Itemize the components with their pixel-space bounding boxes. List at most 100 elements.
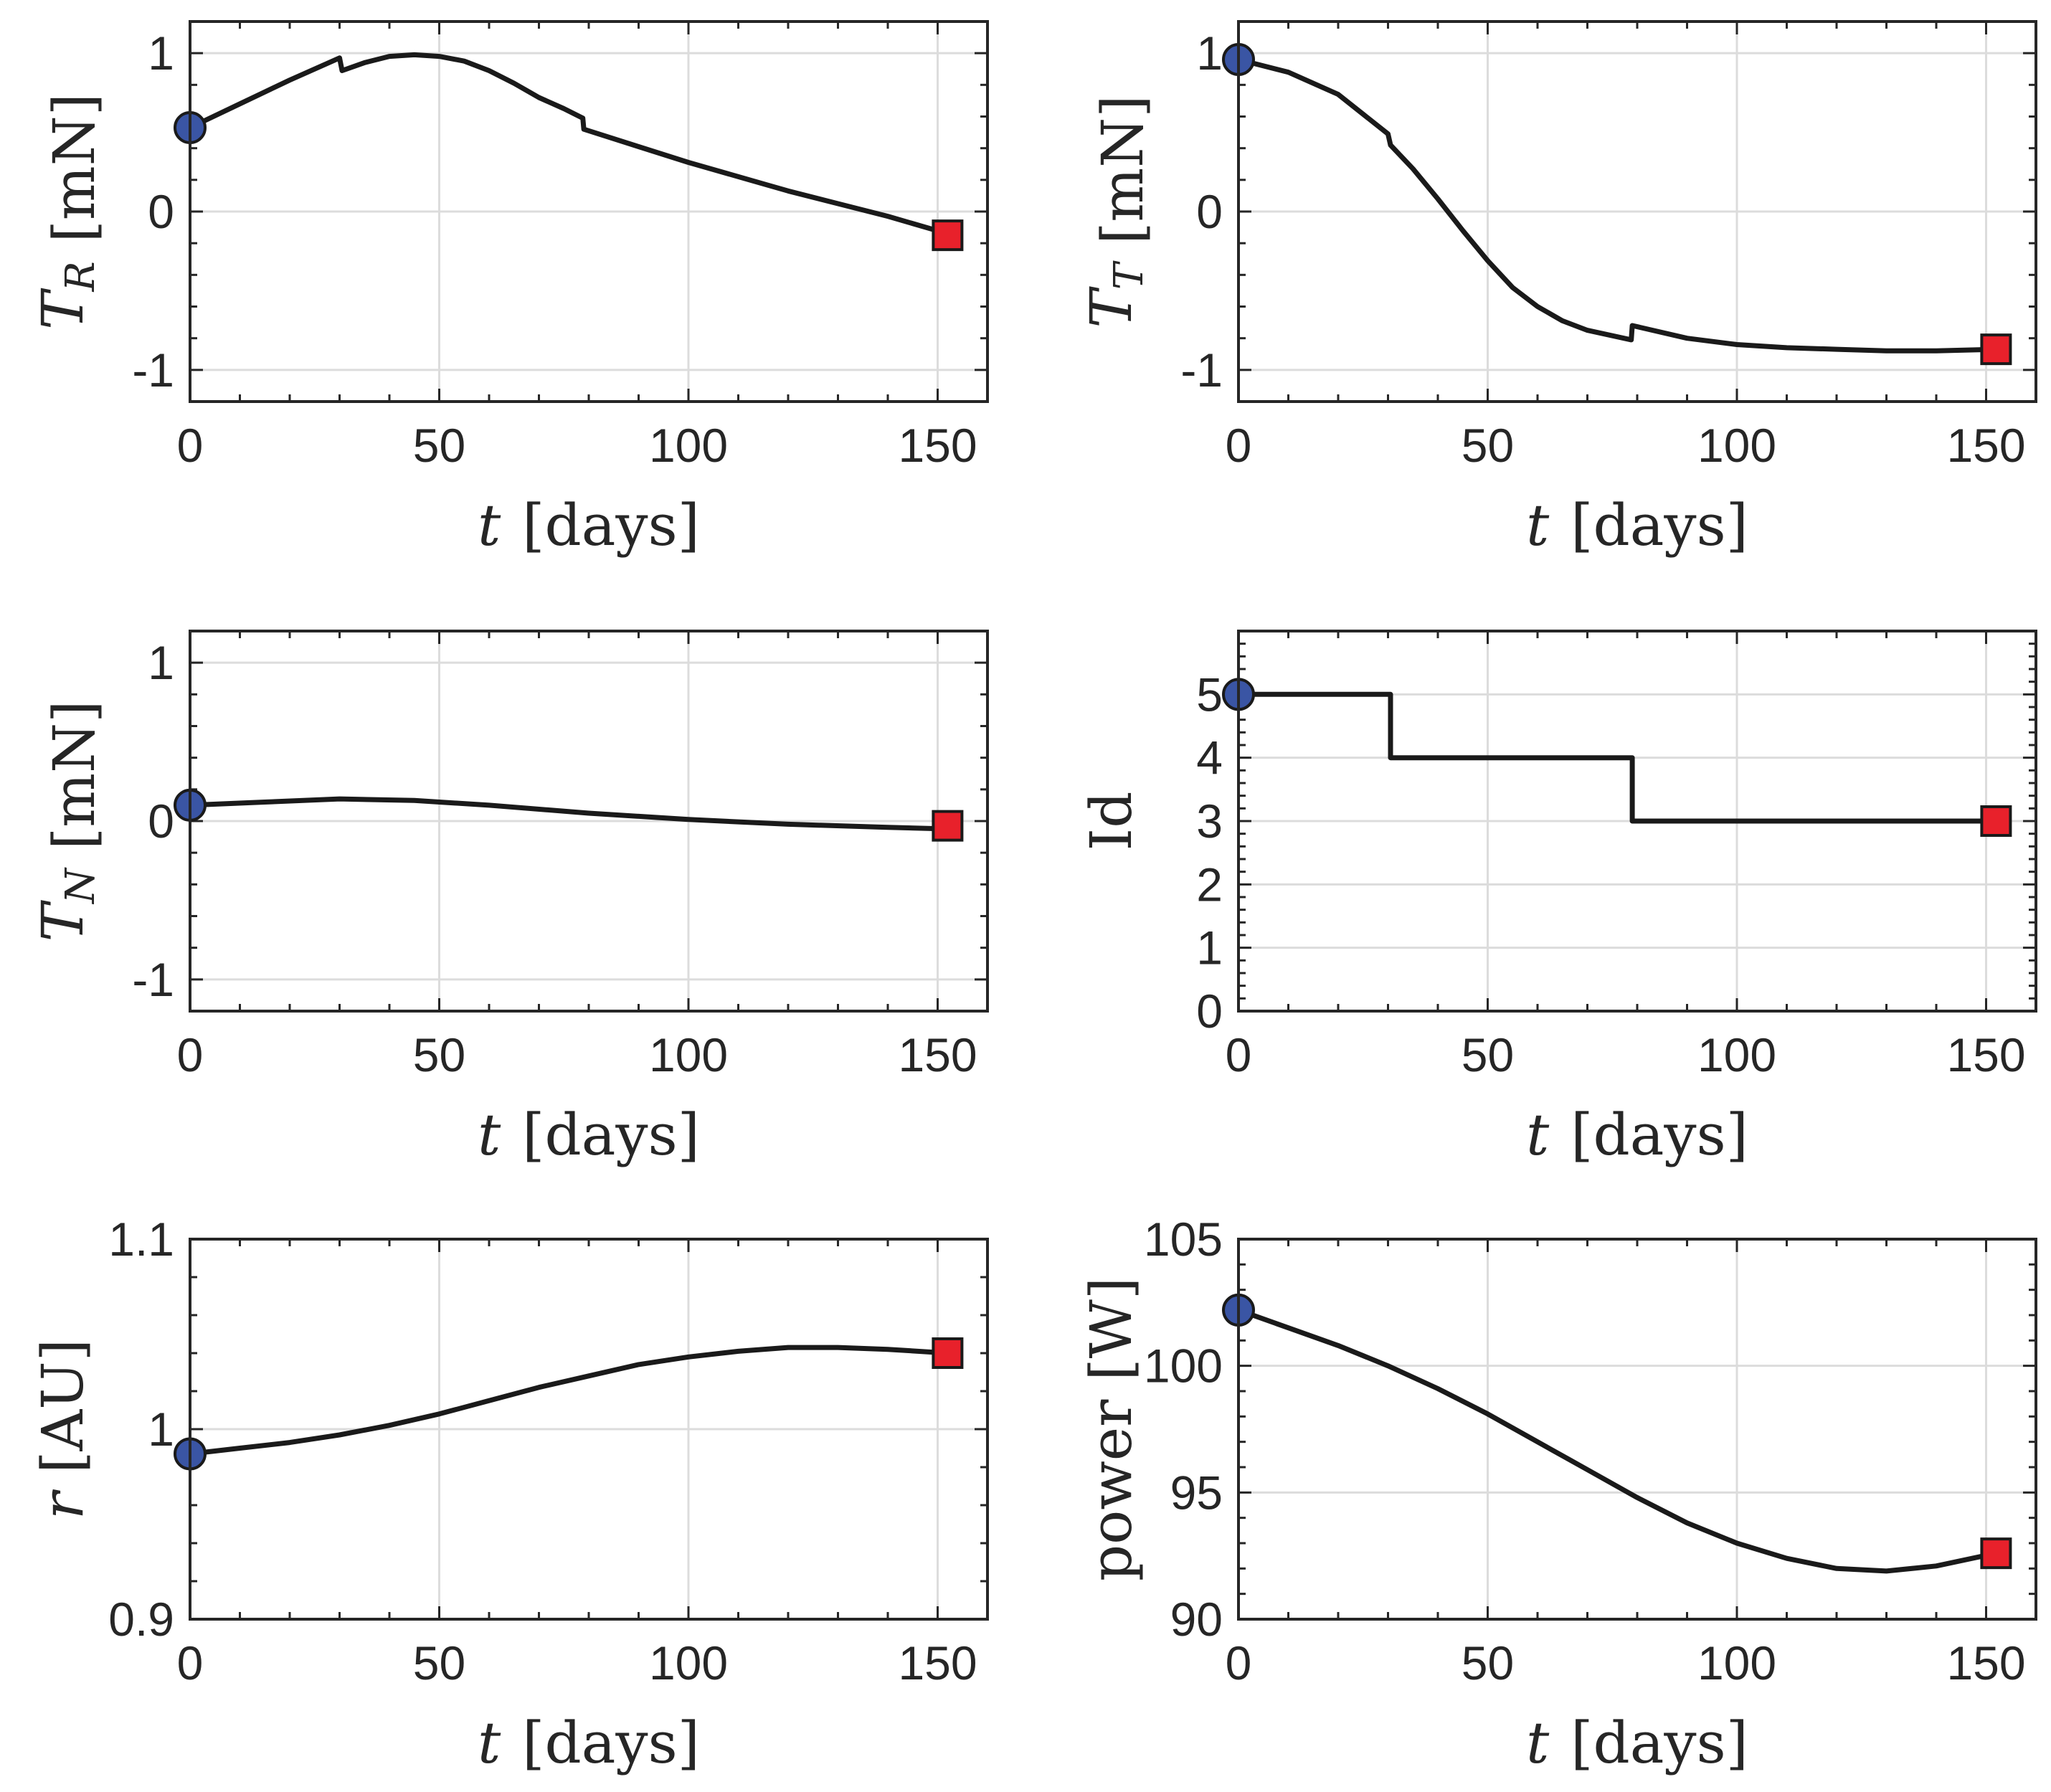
- x-tick-label: 0: [177, 419, 204, 472]
- axes-frame: [1237, 20, 2037, 403]
- axes-frame: [1237, 1238, 2037, 1621]
- y-tick-label: 100: [1144, 1340, 1223, 1393]
- y-tick-label: 0: [148, 795, 174, 848]
- x-axis-unit: [days]: [1571, 1710, 1748, 1776]
- x-axis-label: t [days]: [1526, 1710, 1748, 1776]
- x-axis-var: t: [478, 492, 501, 559]
- y-tick-label: 3: [1196, 795, 1223, 848]
- x-tick-label: 150: [1946, 1636, 2025, 1689]
- x-tick-label: 150: [1946, 1028, 2025, 1081]
- x-axis-unit: [days]: [1571, 492, 1748, 559]
- x-tick-label: 150: [1946, 419, 2025, 472]
- y-axis-unit: [W]: [1078, 1277, 1145, 1381]
- y-tick-label: 4: [1196, 731, 1223, 784]
- series-line-1: [1237, 1307, 1997, 1574]
- y-axis-label: power [W]: [1078, 1277, 1145, 1581]
- y-tick-label: -1: [1180, 343, 1223, 397]
- x-axis-unit: [days]: [522, 1710, 700, 1776]
- x-axis-label: t [days]: [478, 1710, 700, 1776]
- x-tick-label: 100: [649, 1636, 728, 1689]
- y-tick-label: 1: [148, 27, 174, 80]
- end-marker: [1980, 1537, 2012, 1570]
- series-line-1: [189, 796, 948, 832]
- end-marker: [932, 810, 964, 842]
- x-tick-label: 0: [1226, 1636, 1252, 1689]
- y-axis-label: TR [mN]: [29, 93, 108, 330]
- x-tick-label: 0: [177, 1636, 204, 1689]
- x-axis-label: t [days]: [478, 492, 700, 559]
- x-tick-label: 0: [1226, 419, 1252, 472]
- x-axis-var: t: [478, 1710, 501, 1776]
- x-axis-unit: [days]: [1571, 1101, 1748, 1168]
- end-marker: [932, 1337, 964, 1369]
- x-axis-label: t [days]: [1526, 1101, 1748, 1168]
- y-tick-label: 0: [1196, 185, 1223, 238]
- y-axis-unit: [mN]: [1089, 95, 1156, 245]
- end-marker: [1980, 805, 2012, 837]
- plot-area: [1238, 1239, 2036, 1619]
- x-tick-label: 100: [1697, 1636, 1776, 1689]
- y-tick-label: 0: [1196, 985, 1223, 1038]
- y-tick-label: 1: [148, 1403, 174, 1456]
- x-tick-label: 50: [413, 1028, 465, 1081]
- end-marker: [932, 219, 964, 252]
- y-tick-label: 2: [1196, 858, 1223, 911]
- y-tick-label: 1: [148, 636, 174, 689]
- y-axis-unit: [mN]: [41, 701, 108, 850]
- x-tick-label: 150: [898, 419, 977, 472]
- chart-panel-5: 0 50 100 150 0.9 1 1.1 t [days] r [AU]: [29, 1213, 989, 1776]
- y-axis-subscript: R: [57, 261, 104, 292]
- series-line-1: [189, 1345, 948, 1456]
- y-axis-subscript: N: [57, 867, 104, 905]
- y-tick-label: 0.9: [108, 1593, 174, 1646]
- x-axis-var: t: [478, 1101, 501, 1168]
- end-marker: [1980, 333, 2012, 366]
- y-axis-var: T: [1078, 286, 1145, 328]
- y-axis-unit: [mN]: [41, 93, 108, 242]
- chart-panel-6: 0 50 100 150 90 95 100 105 t [days] power [W]: [1078, 1213, 2037, 1776]
- axes-frame: [189, 1238, 989, 1621]
- x-tick-label: 100: [1697, 419, 1776, 472]
- y-axis-subscript: T: [1106, 260, 1152, 290]
- axes-frame: [189, 20, 989, 403]
- y-axis-text: power: [1078, 1399, 1145, 1581]
- x-axis-label: t [days]: [478, 1101, 700, 1168]
- x-tick-label: 50: [413, 419, 465, 472]
- y-tick-label: 1: [1196, 27, 1223, 80]
- y-tick-label: 95: [1170, 1466, 1223, 1519]
- series-line-1: [1238, 57, 1996, 354]
- axes-frame: [189, 630, 989, 1013]
- series-line-1: [189, 52, 949, 237]
- x-tick-label: 100: [1697, 1028, 1776, 1081]
- y-tick-label: 0: [148, 185, 174, 238]
- y-tick-label: 5: [1196, 668, 1223, 721]
- x-tick-label: 150: [898, 1028, 977, 1081]
- x-tick-label: 50: [1462, 419, 1514, 472]
- x-axis-unit: [days]: [522, 1101, 700, 1168]
- y-tick-label: 90: [1170, 1593, 1223, 1646]
- y-tick-label: 105: [1144, 1213, 1223, 1266]
- y-axis-var: T: [29, 288, 96, 330]
- y-tick-label: 1.1: [108, 1213, 174, 1266]
- x-axis-unit: [days]: [522, 492, 700, 559]
- series-line-1: [1238, 691, 1996, 824]
- y-axis-label: TT [mN]: [1078, 95, 1156, 328]
- y-axis-var: r: [29, 1489, 96, 1520]
- x-axis-label: t [days]: [1526, 492, 1748, 559]
- x-tick-label: 100: [649, 1028, 728, 1081]
- y-axis-unit: [AU]: [29, 1339, 96, 1474]
- x-tick-label: 50: [1462, 1636, 1514, 1689]
- x-tick-label: 150: [898, 1636, 977, 1689]
- x-tick-label: 100: [649, 419, 728, 472]
- x-axis-var: t: [1526, 1101, 1550, 1168]
- y-axis-text: Id: [1078, 792, 1145, 851]
- x-tick-label: 0: [1226, 1028, 1252, 1081]
- x-tick-label: 50: [413, 1636, 465, 1689]
- x-axis-var: t: [1526, 492, 1550, 559]
- x-axis-var: t: [1526, 1710, 1550, 1776]
- y-tick-label: -1: [132, 953, 174, 1006]
